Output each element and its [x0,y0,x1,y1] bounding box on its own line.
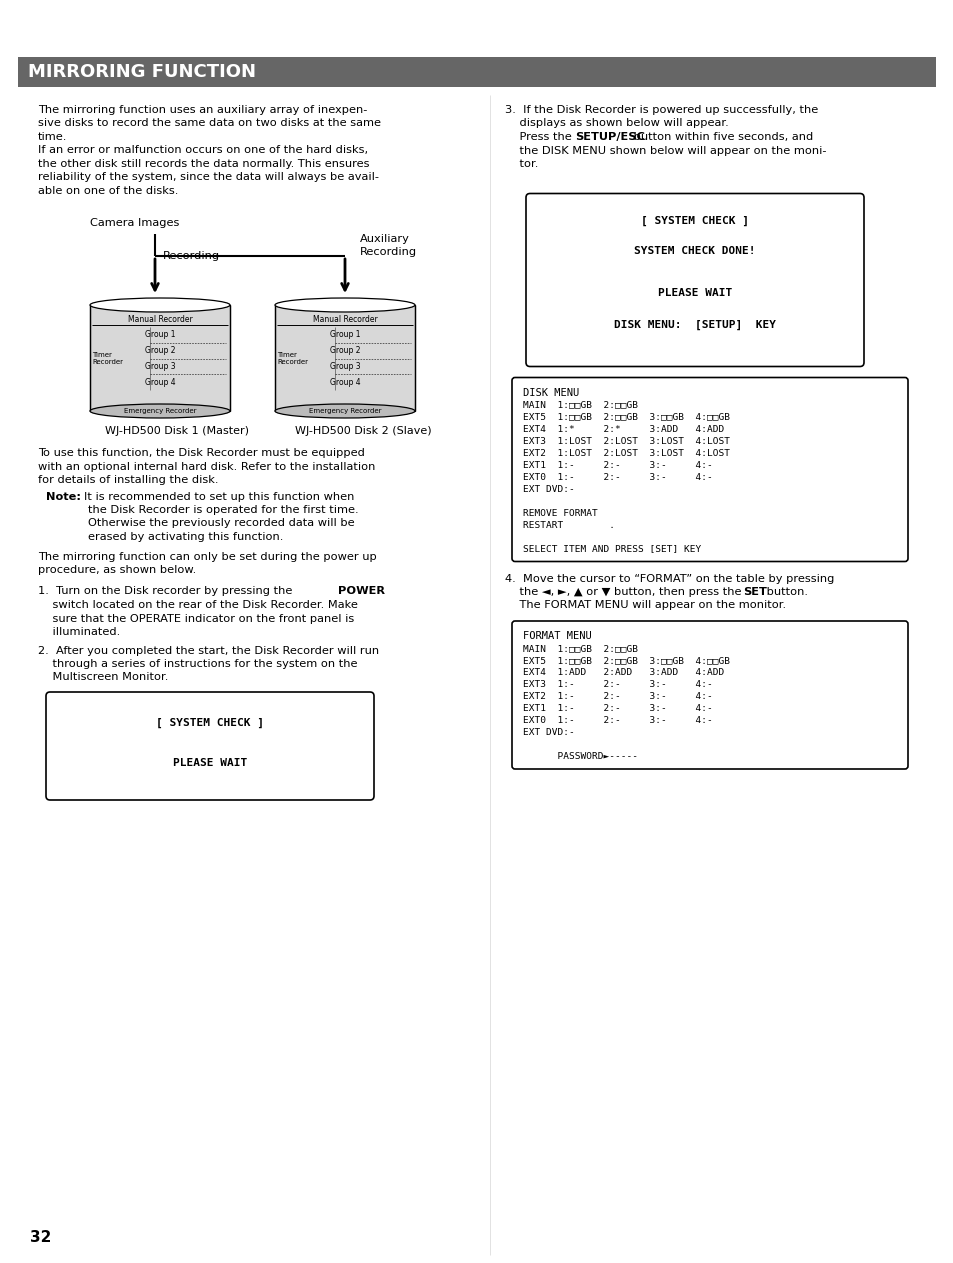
Text: PLEASE WAIT: PLEASE WAIT [172,758,247,768]
Text: EXT DVD:-: EXT DVD:- [522,727,574,738]
Text: DISK MENU:  [SETUP]  KEY: DISK MENU: [SETUP] KEY [614,320,775,330]
Text: the DISK MENU shown below will appear on the moni-: the DISK MENU shown below will appear on… [504,145,825,155]
Text: EXT DVD:-: EXT DVD:- [522,485,574,494]
Text: EXT2  1:-     2:-     3:-     4:-: EXT2 1:- 2:- 3:- 4:- [522,692,712,701]
Text: Group 2: Group 2 [145,346,175,355]
Text: Group 1: Group 1 [145,331,175,340]
Text: POWER: POWER [337,586,385,596]
Text: The mirroring function can only be set during the power up: The mirroring function can only be set d… [38,552,376,562]
Text: MAIN  1:□□GB  2:□□GB: MAIN 1:□□GB 2:□□GB [522,400,638,409]
FancyBboxPatch shape [525,193,863,366]
Text: illuminated.: illuminated. [38,626,120,637]
Text: WJ-HD500 Disk 1 (Master): WJ-HD500 Disk 1 (Master) [105,426,249,436]
Text: reliability of the system, since the data will always be avail-: reliability of the system, since the dat… [38,173,378,182]
Text: EXT1  1:-     2:-     3:-     4:-: EXT1 1:- 2:- 3:- 4:- [522,703,712,714]
Text: button.: button. [762,587,807,597]
FancyBboxPatch shape [46,692,374,799]
Text: [ SYSTEM CHECK ]: [ SYSTEM CHECK ] [156,717,264,729]
Text: EXT4  1:*     2:*     3:ADD   4:ADD: EXT4 1:* 2:* 3:ADD 4:ADD [522,424,723,433]
Text: EXT1  1:-     2:-     3:-     4:-: EXT1 1:- 2:- 3:- 4:- [522,461,712,470]
Bar [90,304,230,410]
Text: procedure, as shown below.: procedure, as shown below. [38,565,196,575]
Text: Camera Images: Camera Images [90,218,179,229]
Text: 32: 32 [30,1230,51,1245]
Text: WJ-HD500 Disk 2 (Slave): WJ-HD500 Disk 2 (Slave) [294,426,431,436]
Text: The FORMAT MENU will appear on the monitor.: The FORMAT MENU will appear on the monit… [504,600,785,610]
Text: through a series of instructions for the system on the: through a series of instructions for the… [38,659,357,669]
Text: Emergency Recorder: Emergency Recorder [309,408,381,414]
Text: Multiscreen Monitor.: Multiscreen Monitor. [38,672,168,682]
Text: The mirroring function uses an auxiliary array of inexpen-: The mirroring function uses an auxiliary… [38,105,367,115]
Text: 3.  If the Disk Recorder is powered up successfully, the: 3. If the Disk Recorder is powered up su… [504,105,818,115]
Text: DISK MENU: DISK MENU [522,388,578,398]
FancyBboxPatch shape [512,621,907,769]
Text: Recording: Recording [163,251,220,261]
Text: tor.: tor. [504,159,537,169]
Text: Manual Recorder: Manual Recorder [128,314,193,325]
Bar [18,57,935,87]
Ellipse shape [90,298,230,312]
Text: FORMAT MENU: FORMAT MENU [522,632,591,642]
Text: Auxiliary: Auxiliary [359,234,410,244]
Ellipse shape [90,404,230,418]
Text: 2.  After you completed the start, the Disk Recorder will run: 2. After you completed the start, the Di… [38,645,378,655]
Bar [274,304,415,410]
Text: time.: time. [38,133,68,141]
Text: EXT5  1:□□GB  2:□□GB  3:□□GB  4:□□GB: EXT5 1:□□GB 2:□□GB 3:□□GB 4:□□GB [522,655,729,666]
Text: button within five seconds, and: button within five seconds, and [629,133,812,141]
Text: RESTART        .: RESTART . [522,520,615,529]
Text: 1.  Turn on the Disk recorder by pressing the: 1. Turn on the Disk recorder by pressing… [38,586,295,596]
Text: Emergency Recorder: Emergency Recorder [124,408,196,414]
Text: [ SYSTEM CHECK ]: [ SYSTEM CHECK ] [640,216,748,226]
Text: able on one of the disks.: able on one of the disks. [38,186,178,196]
Text: erased by activating this function.: erased by activating this function. [88,532,283,542]
Text: MAIN  1:□□GB  2:□□GB: MAIN 1:□□GB 2:□□GB [522,644,638,653]
Text: SELECT ITEM AND PRESS [SET] KEY: SELECT ITEM AND PRESS [SET] KEY [522,544,700,553]
Text: EXT4  1:ADD   2:ADD   3:ADD   4:ADD: EXT4 1:ADD 2:ADD 3:ADD 4:ADD [522,668,723,677]
Text: sive disks to record the same data on two disks at the same: sive disks to record the same data on tw… [38,119,380,129]
Text: Timer
Recorder: Timer Recorder [91,352,123,365]
Text: displays as shown below will appear.: displays as shown below will appear. [504,119,728,129]
Text: It is recommended to set up this function when: It is recommended to set up this functio… [84,491,354,501]
Text: switch located on the rear of the Disk Recorder. Make: switch located on the rear of the Disk R… [38,600,357,610]
Text: SET: SET [742,587,766,597]
Text: Recording: Recording [359,248,416,256]
Text: EXT5  1:□□GB  2:□□GB  3:□□GB  4:□□GB: EXT5 1:□□GB 2:□□GB 3:□□GB 4:□□GB [522,413,729,422]
Text: sure that the OPERATE indicator on the front panel is: sure that the OPERATE indicator on the f… [38,614,354,624]
Text: EXT2  1:LOST  2:LOST  3:LOST  4:LOST: EXT2 1:LOST 2:LOST 3:LOST 4:LOST [522,448,729,457]
Text: Group 2: Group 2 [330,346,360,355]
Text: Otherwise the previously recorded data will be: Otherwise the previously recorded data w… [88,519,355,528]
Text: EXT0  1:-     2:-     3:-     4:-: EXT0 1:- 2:- 3:- 4:- [522,716,712,725]
Text: EXT0  1:-     2:-     3:-     4:-: EXT0 1:- 2:- 3:- 4:- [522,472,712,481]
Text: 4.  Move the cursor to “FORMAT” on the table by pressing: 4. Move the cursor to “FORMAT” on the ta… [504,573,834,584]
Text: Press the: Press the [504,133,575,141]
Text: EXT3  1:LOST  2:LOST  3:LOST  4:LOST: EXT3 1:LOST 2:LOST 3:LOST 4:LOST [522,437,729,446]
Text: Timer
Recorder: Timer Recorder [276,352,308,365]
Text: EXT3  1:-     2:-     3:-     4:-: EXT3 1:- 2:- 3:- 4:- [522,679,712,690]
Text: for details of installing the disk.: for details of installing the disk. [38,475,218,485]
Text: MIRRORING FUNCTION: MIRRORING FUNCTION [28,63,255,81]
Ellipse shape [274,404,415,418]
Text: SETUP/ESC: SETUP/ESC [575,133,644,141]
Text: SYSTEM CHECK DONE!: SYSTEM CHECK DONE! [634,245,755,255]
Text: Group 3: Group 3 [145,362,175,371]
Text: Note:: Note: [46,491,81,501]
Text: the ◄, ►, ▲ or ▼ button, then press the: the ◄, ►, ▲ or ▼ button, then press the [504,587,744,597]
FancyBboxPatch shape [512,378,907,562]
Text: To use this function, the Disk Recorder must be equipped: To use this function, the Disk Recorder … [38,448,364,458]
Text: Manual Recorder: Manual Recorder [313,314,377,325]
Text: the other disk still records the data normally. This ensures: the other disk still records the data no… [38,159,369,169]
Text: Group 4: Group 4 [330,378,360,386]
Text: PASSWORD►-----: PASSWORD►----- [522,751,638,762]
Text: Group 3: Group 3 [330,362,360,371]
Text: REMOVE FORMAT: REMOVE FORMAT [522,509,598,518]
Text: with an optional internal hard disk. Refer to the installation: with an optional internal hard disk. Ref… [38,461,375,471]
Text: the Disk Recorder is operated for the first time.: the Disk Recorder is operated for the fi… [88,505,358,515]
Text: Group 4: Group 4 [145,378,175,386]
Text: Group 1: Group 1 [330,331,360,340]
Text: PLEASE WAIT: PLEASE WAIT [658,288,731,298]
Text: If an error or malfunction occurs on one of the hard disks,: If an error or malfunction occurs on one… [38,145,368,155]
Ellipse shape [274,298,415,312]
